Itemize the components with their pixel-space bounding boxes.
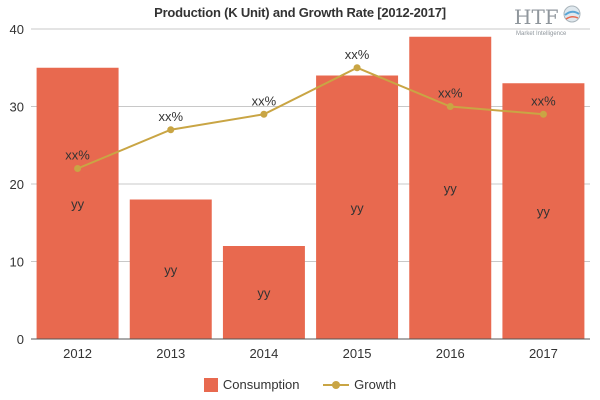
- y-tick-label: 40: [10, 22, 24, 37]
- bar-data-label: yy: [351, 200, 365, 215]
- bar-data-label: yy: [71, 196, 85, 211]
- legend: Consumption Growth: [0, 376, 600, 396]
- y-tick-label: 30: [10, 100, 24, 115]
- logo-text: HTF: [514, 5, 559, 29]
- x-tick-label: 2017: [529, 346, 558, 361]
- logo-subtext: Market Intelligence: [516, 31, 567, 37]
- bar-data-label: yy: [444, 181, 458, 196]
- growth-data-label: xx%: [345, 47, 370, 62]
- legend-item-growth: Growth: [323, 377, 396, 392]
- y-tick-label: 0: [17, 332, 24, 347]
- bar-2017: [502, 83, 585, 339]
- legend-swatch-bar: [203, 377, 218, 392]
- htf-logo: HTF Market Intelligence: [514, 5, 581, 37]
- globe-icon: [563, 5, 581, 23]
- y-tick-label: 20: [10, 177, 24, 192]
- growth-point-2013: [167, 126, 175, 134]
- bar-2015: [316, 75, 399, 339]
- bar-2012: [36, 67, 119, 339]
- bar-data-label: yy: [164, 262, 178, 277]
- bar-data-label: yy: [537, 204, 551, 219]
- growth-point-2017: [539, 110, 547, 118]
- growth-data-label: xx%: [252, 93, 277, 108]
- legend-swatch-line: [323, 378, 350, 392]
- growth-data-label: xx%: [531, 93, 556, 108]
- x-tick-label: 2016: [436, 346, 465, 361]
- growth-data-label: xx%: [65, 148, 90, 163]
- x-tick-label: 2013: [156, 346, 185, 361]
- legend-label-growth: Growth: [354, 377, 397, 393]
- y-tick-label: 10: [10, 255, 24, 270]
- growth-point-2015: [353, 64, 361, 72]
- growth-line: [77, 66, 544, 170]
- growth-point-2014: [260, 110, 268, 118]
- bar-2016: [409, 36, 492, 339]
- bar-data-label: yy: [257, 286, 271, 301]
- growth-point-2012: [74, 165, 82, 172]
- growth-data-label: xx%: [438, 86, 463, 101]
- legend-label-consumption: Consumption: [222, 377, 300, 393]
- legend-item-consumption: Consumption: [203, 377, 300, 393]
- x-tick-label: 2012: [63, 346, 92, 361]
- bar-2013: [129, 199, 212, 339]
- x-tick-label: 2015: [343, 346, 372, 361]
- growth-data-label: xx%: [158, 109, 183, 124]
- bar-2014: [222, 246, 305, 339]
- growth-point-2016: [446, 103, 454, 110]
- chart-title: Production (K Unit) and Growth Rate [201…: [154, 5, 446, 20]
- x-tick-label: 2014: [249, 346, 278, 361]
